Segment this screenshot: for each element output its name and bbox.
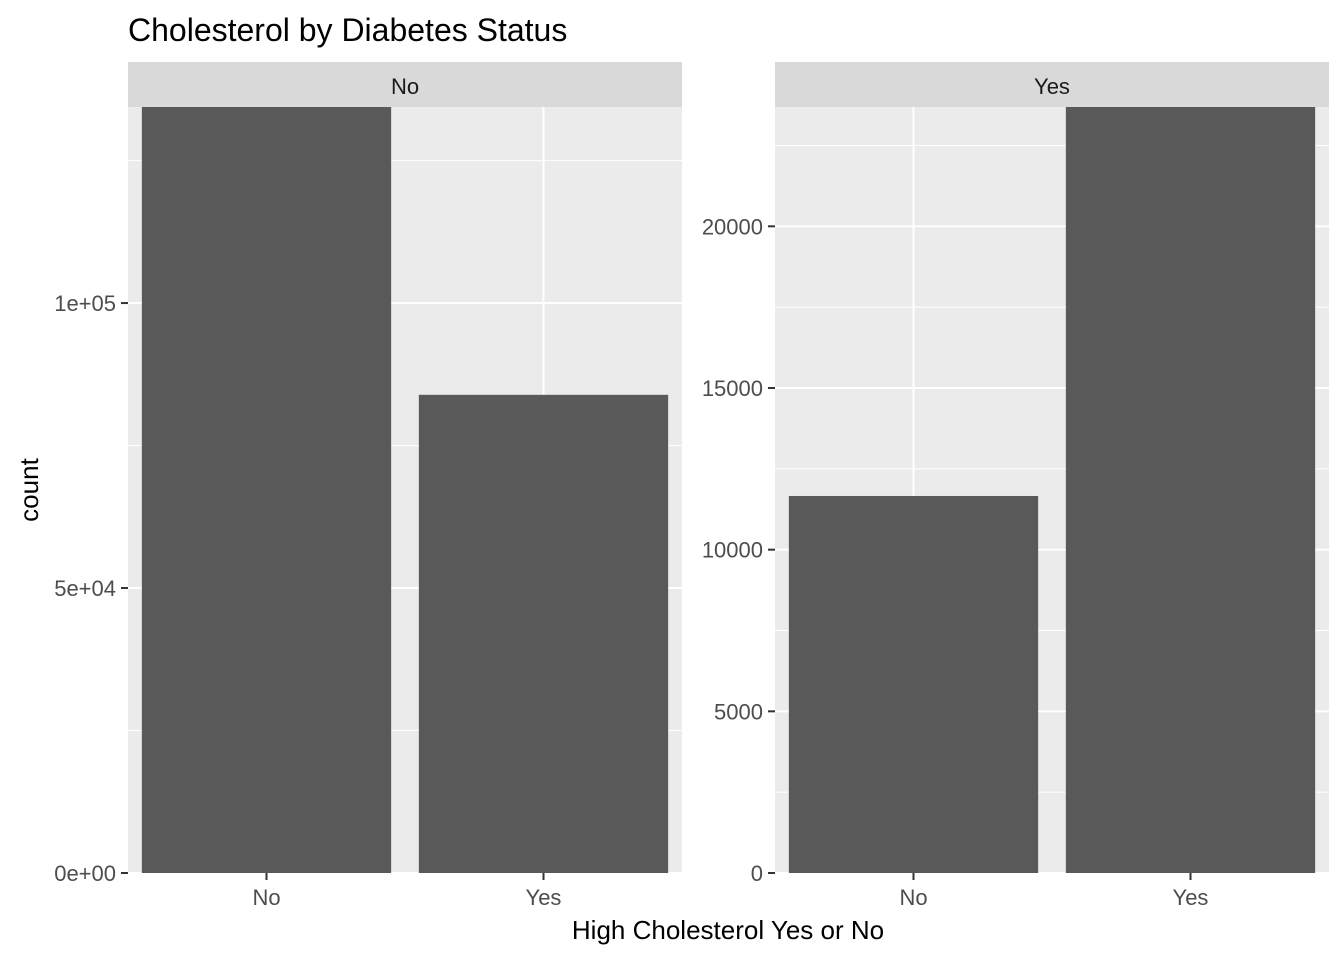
facet-strip [775, 62, 1329, 107]
x-tick-label: Yes [1173, 885, 1209, 910]
bar-yes [418, 394, 669, 873]
bar-no [141, 107, 392, 873]
facet-strip [128, 62, 682, 107]
y-tick-label: 1e+05 [54, 291, 116, 316]
y-tick-label: 5e+04 [54, 576, 116, 601]
x-tick-label: No [899, 885, 927, 910]
y-tick-label: 10000 [702, 538, 763, 563]
x-axis-title: High Cholesterol Yes or No [572, 915, 884, 945]
x-tick-label: No [252, 885, 280, 910]
y-tick-label: 0 [751, 861, 763, 886]
y-tick-label: 5000 [714, 699, 763, 724]
bar-no [788, 495, 1039, 873]
facet-strip-label: No [391, 74, 419, 99]
facet-panel-1: Yes 0 5000 10000 15000 20000 No Yes [702, 62, 1329, 910]
facet-strip-label: Yes [1034, 74, 1070, 99]
facet-panels: No 0e+00 5e+04 1e+05 No Yes Yes 0 5000 10000 15000… [54, 62, 1329, 910]
y-axis-title: count [14, 457, 44, 521]
y-tick-label: 0e+00 [54, 861, 116, 886]
bar-yes [1065, 107, 1316, 873]
facet-panel-0: No 0e+00 5e+04 1e+05 No Yes [54, 62, 682, 910]
y-tick-label: 20000 [702, 214, 763, 239]
x-tick-label: Yes [526, 885, 562, 910]
y-tick-label: 15000 [702, 376, 763, 401]
chart-title: Cholesterol by Diabetes Status [128, 12, 567, 48]
